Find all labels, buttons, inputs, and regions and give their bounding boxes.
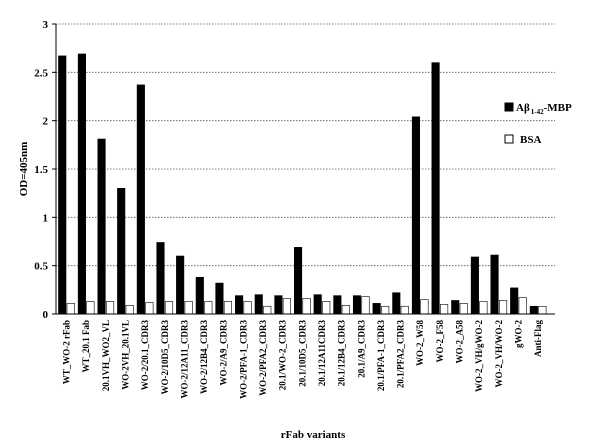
bar-abeta-9	[235, 295, 244, 315]
bar-abeta-24	[529, 305, 538, 315]
bar-bsa-10	[263, 305, 272, 315]
x-tick-label: WO-2_A58	[455, 320, 465, 364]
bar-abeta-1	[77, 53, 86, 315]
legend-swatch-bsa	[504, 134, 514, 144]
bar-abeta-15	[352, 295, 362, 315]
bar-bsa-15	[361, 296, 370, 315]
y-tick-label: 0	[43, 309, 49, 321]
bar-bsa-0	[66, 303, 75, 315]
bar-bsa-8	[223, 301, 232, 315]
x-tick-label: 20.1/12B4_CDR3	[337, 320, 347, 387]
legend-label-abeta-sub: 1-42	[531, 108, 544, 116]
bar-abeta-13	[313, 294, 322, 315]
x-axis-title: rFab variants	[281, 429, 346, 441]
bar-abeta-19	[431, 62, 440, 315]
x-tick-label: 20.1/PFA-1_CDR3	[376, 320, 386, 392]
bar-bsa-11	[282, 298, 291, 315]
bar-bsa-13	[322, 301, 331, 315]
legend-label-bsa: BSA	[520, 134, 541, 146]
bar-bsa-7	[204, 301, 213, 315]
bar-bsa-23	[518, 297, 527, 315]
bar-abeta-5	[156, 242, 165, 315]
bar-bsa-22	[498, 300, 508, 315]
bar-abeta-11	[274, 295, 283, 315]
bar-abeta-21	[470, 256, 479, 315]
bar-bsa-17	[400, 305, 409, 315]
bar-bsa-1	[86, 301, 95, 315]
bar-abeta-18	[411, 116, 421, 315]
bar-abeta-17	[392, 292, 401, 315]
y-tick-label: 2.5	[34, 67, 48, 79]
bar-bsa-12	[302, 298, 311, 315]
x-tick-label: 20.1/PFA2_CDR3	[396, 320, 406, 389]
bar-abeta-23	[510, 287, 519, 315]
x-tick-label: Anti-Flag	[533, 320, 543, 357]
bars	[58, 53, 547, 315]
x-tick-label: 20.1/A9_CDR3	[356, 320, 366, 378]
x-tick-label: WO-2/PFA-1_CDR3	[238, 320, 248, 399]
bar-abeta-8	[215, 282, 224, 315]
bar-abeta-22	[490, 254, 499, 315]
legend-label-abeta-main: Aβ	[516, 102, 530, 114]
y-axis-title: OD=405nm	[18, 142, 30, 197]
x-tick-label: WO-2/10D5_CDR3	[160, 320, 170, 395]
bar-abeta-6	[176, 255, 185, 315]
bar-abeta-4	[136, 84, 145, 315]
x-tick-label: WO-2VH_20.1VL	[120, 320, 130, 390]
bar-bsa-19	[440, 304, 449, 315]
x-tick-label: WO-2_VH/gWO-2	[474, 320, 484, 392]
legend: Aβ1-42-MBP BSA	[504, 102, 572, 146]
bar-bsa-20	[459, 303, 468, 315]
bar-abeta-16	[372, 303, 381, 315]
y-tick-label: 0.5	[34, 261, 48, 273]
bar-bsa-6	[184, 301, 193, 315]
bar-abeta-0	[58, 55, 67, 315]
bar-bsa-18	[420, 299, 429, 315]
bar-abeta-2	[97, 138, 106, 315]
x-tick-label: WO-2/12B4_CDR3	[199, 320, 209, 394]
bar-bsa-16	[381, 305, 390, 315]
x-tick-label: 20.1/12A11CDR3	[317, 320, 327, 387]
legend-label-abeta-suffix: -MBP	[544, 102, 572, 114]
x-tick-label: WO-2_W58	[415, 320, 425, 366]
legend-label-abeta: Aβ1-42-MBP	[516, 102, 572, 116]
x-tick-labels: WT_WO-2 rFab WT_20.1 Fab 20.1VH_WO2_VL WO-2…	[62, 320, 544, 399]
bar-bsa-9	[243, 301, 252, 315]
x-tick-label: 20.1/10D5_CDR3	[297, 320, 307, 387]
y-tick-label: 1.5	[34, 164, 48, 176]
x-tick-label: WO-2_VH/WO-2	[494, 320, 504, 388]
x-tick-label: WO-2/A9_CDR3	[219, 320, 229, 386]
x-tick-label: gWO-2	[513, 320, 523, 348]
bar-abeta-20	[451, 300, 460, 315]
legend-swatch-abeta	[504, 102, 514, 112]
y-tick-label: 3	[43, 19, 49, 31]
bar-bsa-21	[479, 301, 488, 315]
x-tick-label: WO-2_F58	[435, 320, 445, 363]
gridlines	[56, 23, 555, 267]
x-tick-label: WO-2/20.1_CDR3	[140, 320, 150, 391]
y-tick-label: 2	[43, 116, 49, 128]
bar-bsa-24	[538, 305, 547, 315]
bar-bsa-2	[106, 301, 115, 315]
bar-bsa-5	[164, 301, 174, 315]
bar-abeta-10	[254, 294, 263, 315]
bar-abeta-12	[293, 247, 303, 315]
y-tick-labels: 0 0.5 1 1.5 2 2.5 3	[34, 19, 56, 321]
bar-bsa-14	[341, 304, 350, 315]
x-tick-label: 20.1VH_WO2_VL	[101, 320, 111, 391]
y-tick-label: 1	[43, 212, 49, 224]
x-tick-label: WT_20.1 Fab	[81, 320, 91, 373]
x-tick-label: 20.1/WO-2_CDR3	[278, 320, 288, 391]
x-tick-label: WO-2/12A11_CDR3	[179, 320, 189, 399]
bar-bsa-3	[125, 304, 134, 315]
bar-abeta-3	[117, 188, 126, 315]
bar-abeta-7	[195, 276, 204, 315]
bar-bsa-4	[145, 302, 154, 315]
x-tick-label: WO-2/PFA2_CDR3	[258, 320, 268, 396]
bar-abeta-14	[333, 295, 342, 315]
x-tick-label: WT_WO-2 rFab	[62, 320, 72, 384]
